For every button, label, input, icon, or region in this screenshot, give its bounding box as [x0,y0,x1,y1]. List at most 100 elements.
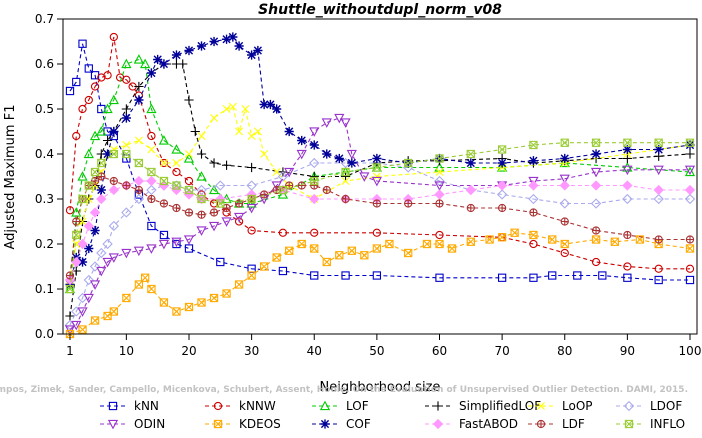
data-point-odin [196,226,207,236]
data-point-ldof [121,207,132,218]
legend-item-ldf: LDF [528,417,585,431]
data-point-simplifiedlof [309,171,319,182]
series-line-knn [69,43,690,281]
data-point-knn [685,275,695,285]
data-point-loop [241,105,250,113]
data-point-fastabod [590,180,602,191]
data-point-cof [234,41,244,51]
data-point-odin [321,118,332,128]
data-point-knn [278,266,288,276]
data-point-inflo [278,185,288,195]
data-point-simplifiedlof [685,149,695,159]
data-point-ldof [83,274,94,286]
data-point-odin [246,203,257,214]
data-point-ldf [90,176,100,186]
legend-marker-odin [107,419,119,430]
data-point-kdeos [259,262,269,271]
data-point-knnw [278,228,288,237]
data-point-cof [196,41,207,51]
data-point-cof [685,140,695,150]
data-point-lof [622,162,633,172]
data-point-cof [528,156,539,166]
legend-item-loop: LoOP [528,399,593,413]
data-point-inflo [65,284,75,294]
data-point-ldf [404,199,413,208]
y-axis: 0.0 0.1 0.2 0.3 0.4 0.5 0.6 0.7 [35,12,63,341]
data-point-cof [466,158,476,168]
data-point-simplifiedlof [622,153,632,164]
data-point-ldf [322,185,331,195]
data-point-fastabod [83,220,94,232]
data-point-knn [310,271,319,280]
data-point-ldf [234,199,244,208]
series-odin [64,113,696,335]
data-point-knnw [623,262,632,271]
data-point-cof [309,140,319,150]
data-point-knn [84,64,93,73]
data-point-inflo [109,149,118,159]
data-point-kdeos [404,248,413,258]
data-point-ldf [109,176,118,186]
data-point-loop [228,102,237,111]
data-point-knnw [90,82,100,91]
data-point-fastabod [64,274,76,286]
data-point-cof [591,149,601,159]
data-point-ldf [184,208,194,217]
data-point-ldof [622,193,633,205]
data-point-lof [146,103,157,114]
data-point-knn [497,273,507,282]
data-point-loop [260,150,269,158]
data-point-ldf [560,217,569,226]
data-point-ldof [89,261,101,272]
data-point-fastabod [684,184,696,196]
data-point-inflo [147,167,156,177]
data-point-knnw [654,264,663,273]
data-point-kdeos [610,237,619,246]
data-point-inflo [310,176,319,186]
data-point-odin [296,149,307,160]
legend-item-odin: ODIN [100,417,165,431]
data-point-ldf [310,181,319,190]
x-tick-label: 100 [679,344,702,358]
y-tick-label: 0.4 [35,147,54,161]
data-point-kdeos [347,246,356,255]
data-point-kdeos [197,298,206,307]
data-point-ldof [215,180,226,191]
data-point-knn [147,221,156,231]
data-point-knn [435,273,444,282]
data-point-kdeos [372,244,382,253]
data-point-inflo [134,158,144,168]
data-point-knnw [685,264,695,273]
data-point-kdeos [310,244,319,253]
data-point-odin [559,174,570,185]
data-point-inflo [184,185,194,195]
data-point-ldof [102,238,113,250]
data-point-loop [247,132,256,140]
data-point-inflo [90,167,100,177]
data-point-ldf [623,230,632,240]
data-point-loop [122,141,131,149]
data-point-kdeos [485,235,494,244]
data-point-odin [334,113,345,124]
data-point-ldf [65,271,75,280]
data-point-lof [158,135,170,145]
data-point-ldf [272,185,281,195]
data-point-inflo [247,194,256,204]
legend-label: ODIN [134,417,165,431]
data-point-kdeos [447,244,457,253]
legend-item-fastabod: FastABOD [425,417,518,431]
data-point-fastabod [528,180,539,191]
data-point-lof [83,148,94,159]
data-point-odin [108,253,119,263]
data-point-kdeos [385,239,394,249]
data-point-cof [347,158,357,168]
legend: kNN kNNW LOF SimplifiedLOF LoOP LDOF ODIN KDEOS… [100,399,685,431]
legend-item-ldof: LDOF [616,399,682,413]
data-point-odin [158,239,170,250]
data-point-knnw [247,226,256,235]
series-line-ldof [69,162,690,326]
data-point-cof [221,34,232,44]
data-point-simplifiedlof [102,135,113,146]
x-axis: 1 10 20 30 40 50 60 70 80 90 100 [66,334,701,358]
data-point-ldf [72,217,81,226]
